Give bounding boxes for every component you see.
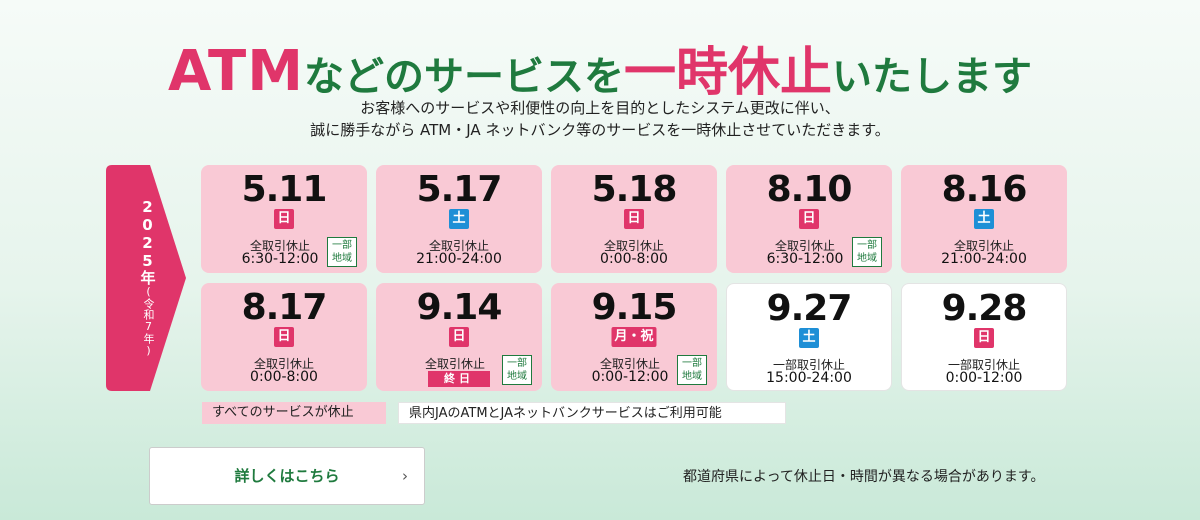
card-time: 6:30-12:00 [241,251,319,267]
era-label: (令和7年) [142,284,155,357]
schedule-card-9-28: 9.28 日 一部取引休止 0:00-12:00 [901,283,1067,391]
legend-all-suspended: すべてのサービスが休止 [202,402,386,424]
day-badge: 月・祝 [611,327,657,347]
region-badge: 一部 地域 [327,237,357,267]
subtitle-line-1: お客様へのサービスや利便性の向上を目的としたシステム更改に伴い、 [360,99,840,117]
title-services: などのサービスを [303,54,624,100]
schedule-card-8-10: 8.10 日 全取引休止 6:30-12:00 一部 地域 [726,165,892,273]
year-value: 2025年 [138,197,157,285]
card-date: 8.10 [766,169,853,210]
all-day-badge: 終日 [428,371,490,387]
legend-partial-available: 県内JAのATMとJAネットバンクサービスはご利用可能 [398,402,786,424]
schedule-card-9-15: 9.15 月・祝 全取引休止 0:00-12:00 一部 地域 [551,283,717,391]
card-date: 9.27 [766,288,853,329]
title-atm: ATM [168,39,304,104]
card-date: 5.18 [591,169,678,210]
title-will: いたします [831,54,1032,100]
region-text: 一部 地域 [332,240,352,264]
year-tab: 2025年 (令和7年) [106,165,186,391]
card-type: 全取引休止 [249,239,310,253]
day-badge: 日 [274,209,294,229]
region-badge: 一部 地域 [502,355,532,385]
chevron-right-icon: › [402,467,408,485]
day-badge: 日 [624,209,644,229]
schedule-card-5-11: 5.11 日 全取引休止 6:30-12:00 一部 地域 [201,165,367,273]
details-button[interactable]: 詳しくはこちら › [149,447,425,505]
card-date: 5.17 [416,169,503,210]
region-text: 一部 地域 [507,358,527,382]
card-date: 5.11 [241,169,328,210]
card-type: 全取引休止 [953,239,1014,253]
card-time: 21:00-24:00 [941,251,1027,267]
card-date: 9.14 [416,287,503,328]
schedule-card-5-18: 5.18 日 全取引休止 0:00-8:00 [551,165,717,273]
card-date: 8.17 [241,287,328,328]
year-tab-arrow-shape [106,165,186,391]
region-text: 一部 地域 [682,358,702,382]
card-time: 21:00-24:00 [416,251,502,267]
region-text: 一部 地域 [857,240,877,264]
card-time: 0:00-8:00 [600,251,668,267]
day-badge: 土 [449,209,469,229]
card-type: 全取引休止 [428,239,489,253]
details-button-label: 詳しくはこちら [234,467,340,485]
card-type: 全取引休止 [774,239,835,253]
year-label: 2025年 (令和7年) [126,187,170,367]
card-date: 8.16 [941,169,1028,210]
card-time: 6:30-12:00 [766,251,844,267]
footnote: 都道府県によって休止日・時間が異なる場合があります。 [683,469,1045,485]
card-type: 全取引休止 [599,357,660,371]
day-badge: 日 [974,328,994,348]
schedule-card-9-14: 9.14 日 全取引休止 終日 一部 地域 [376,283,542,391]
subtitle-line-2: 誠に勝手ながら ATM・JA ネットバンク等のサービスを一時休止させていただきま… [310,121,890,139]
card-date: 9.15 [591,287,678,328]
card-type: 一部取引休止 [772,358,845,372]
card-type: 全取引休止 [603,239,664,253]
page-title: ATMなどのサービスを一時休止いたします [0,30,1200,105]
schedule-card-9-27: 9.27 土 一部取引休止 15:00-24:00 [726,283,892,391]
card-time: 15:00-24:00 [766,370,852,386]
card-type: 全取引休止 [424,357,485,371]
day-badge: 土 [799,328,819,348]
region-badge: 一部 地域 [852,237,882,267]
day-badge: 日 [274,327,294,347]
schedule-card-8-17: 8.17 日 全取引休止 0:00-8:00 [201,283,367,391]
card-time: 0:00-12:00 [945,370,1023,386]
card-type: 一部取引休止 [947,358,1020,372]
day-badge: 土 [974,209,994,229]
title-suspend: 一時休止 [623,43,832,103]
schedule-card-5-17: 5.17 土 全取引休止 21:00-24:00 [376,165,542,273]
day-badge: 日 [449,327,469,347]
card-time: 0:00-12:00 [591,369,669,385]
card-date: 9.28 [941,288,1028,329]
card-time: 0:00-8:00 [250,369,318,385]
card-type: 全取引休止 [253,357,314,371]
day-badge: 日 [799,209,819,229]
region-badge: 一部 地域 [677,355,707,385]
schedule-card-8-16: 8.16 土 全取引休止 21:00-24:00 [901,165,1067,273]
